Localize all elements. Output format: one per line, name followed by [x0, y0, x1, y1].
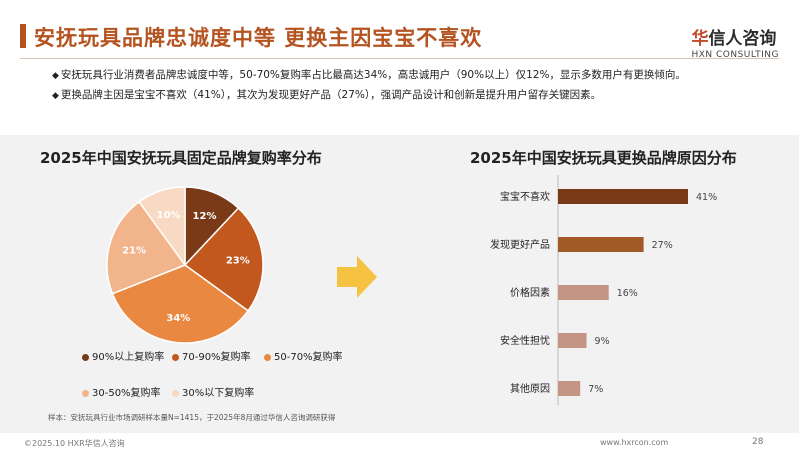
- bar: [558, 285, 609, 300]
- bar-category-label: 其他原因: [510, 382, 550, 395]
- pie-chart-title: 2025年中国安抚玩具固定品牌复购率分布: [40, 149, 322, 167]
- legend-swatch: [172, 353, 179, 361]
- pie-chart: 12% 23% 34% 21% 10%: [106, 186, 264, 344]
- header: 安抚玩具品牌忠诚度中等 更换主因宝宝不喜欢 华信人咨询 HXN CONSULTI…: [0, 10, 799, 60]
- diamond-bullet-icon: ◆: [52, 71, 59, 81]
- bullet-item: ◆ 更换品牌主因是宝宝不喜欢（41%），其次为发现更好产品（27%），强调产品设计…: [52, 86, 772, 106]
- bar-value-label: 41%: [696, 192, 717, 203]
- page-number: 28: [752, 437, 764, 447]
- logo-cn: 华信人咨询: [691, 24, 779, 49]
- bar: [558, 237, 644, 252]
- legend-item: 50-70%复购率: [264, 348, 343, 363]
- logo-cn-prefix: 华: [691, 29, 709, 49]
- pie-slice-label: 23%: [226, 256, 250, 267]
- bar: [558, 333, 587, 348]
- pie-slice: [111, 264, 250, 344]
- bullet-text: 安抚玩具行业消费者品牌忠诚度中等，50-70%复购率占比最高达34%，高忠诚用户…: [60, 69, 686, 81]
- bar: [558, 381, 581, 396]
- logo-cn-rest: 信人咨询: [708, 29, 777, 49]
- right-arrow-icon: [337, 256, 377, 298]
- title-accent-bar: [20, 24, 26, 48]
- diamond-bullet-icon: ◆: [52, 91, 59, 101]
- legend-label: 30%以下复购率: [182, 388, 255, 399]
- bar-chart-title: 2025年中国安抚玩具更换品牌原因分布: [470, 149, 737, 167]
- bar-category-label: 宝宝不喜欢: [500, 190, 550, 203]
- legend-swatch: [82, 353, 89, 361]
- title-divider: [20, 58, 779, 59]
- legend-swatch: [82, 389, 89, 397]
- legend-item: 30-50%复购率: [82, 384, 161, 399]
- pie-slice-label: 21%: [122, 246, 146, 257]
- footer-url: www.hxrcon.com: [600, 438, 669, 447]
- bar-chart: 宝宝不喜欢 41% 发现更好产品 27% 价格因素 16% 安全性担忧 9% 其他原因 7%: [490, 175, 717, 405]
- bar-value-label: 9%: [595, 336, 610, 347]
- footer-copyright: ©2025.10 HXR华信人咨询: [24, 439, 125, 448]
- page-title: 安抚玩具品牌忠诚度中等 更换主因宝宝不喜欢: [34, 26, 483, 50]
- legend-swatch: [172, 389, 179, 397]
- bar-value-label: 16%: [617, 288, 638, 299]
- bar-category-label: 发现更好产品: [490, 238, 550, 251]
- bar-value-label: 27%: [652, 240, 673, 251]
- pie-slice: [183, 207, 264, 312]
- bar-category-label: 价格因素: [510, 286, 550, 299]
- legend-label: 90%以上复购率: [92, 352, 165, 363]
- legend-swatch: [264, 353, 271, 361]
- logo: 华信人咨询 HXN CONSULTING: [691, 24, 779, 60]
- pie-slice: [106, 200, 187, 295]
- bullet-item: ◆ 安抚玩具行业消费者品牌忠诚度中等，50-70%复购率占比最高达34%，高忠诚用…: [52, 66, 772, 86]
- legend-label: 30-50%复购率: [92, 388, 161, 399]
- legend-label: 70-90%复购率: [182, 352, 251, 363]
- legend-item: 90%以上复购率: [82, 348, 164, 363]
- legend-item: 30%以下复购率: [172, 384, 254, 399]
- bar: [558, 189, 688, 204]
- bar-category-label: 安全性担忧: [500, 334, 550, 347]
- sample-note: 样本：安抚玩具行业市场调研样本量N=1415，于2025年8月通过华信人咨询调研…: [48, 413, 336, 422]
- pie-slice-label: 34%: [166, 313, 190, 324]
- pie-slice: [138, 186, 186, 268]
- chart-panel: 2025年中国安抚玩具固定品牌复购率分布 2025年中国安抚玩具更换品牌原因分布…: [0, 135, 799, 433]
- legend-item: 70-90%复购率: [172, 348, 251, 363]
- pie-slice-label: 12%: [193, 211, 217, 222]
- summary-bullets: ◆ 安抚玩具行业消费者品牌忠诚度中等，50-70%复购率占比最高达34%，高忠诚用…: [52, 66, 772, 106]
- legend-label: 50-70%复购率: [274, 352, 343, 363]
- pie-slice-label: 10%: [157, 210, 181, 221]
- logo-en: HXN CONSULTING: [691, 50, 779, 60]
- bar-value-label: 7%: [588, 384, 603, 395]
- bullet-text: 更换品牌主因是宝宝不喜欢（41%），其次为发现更好产品（27%），强调产品设计和…: [60, 89, 602, 101]
